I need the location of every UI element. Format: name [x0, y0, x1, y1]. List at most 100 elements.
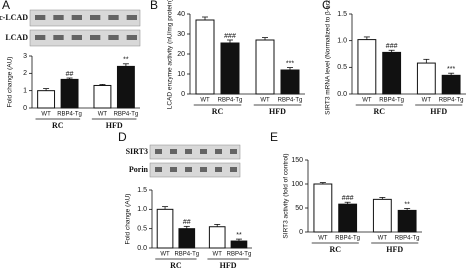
- significance-label: **: [123, 57, 129, 64]
- bar: [230, 240, 248, 249]
- bar: [93, 84, 112, 109]
- panel-label: E: [270, 130, 278, 144]
- bar: [372, 198, 392, 233]
- significance-label: ###: [386, 43, 398, 50]
- blot-spot: [230, 167, 237, 172]
- blot-label: SIRT3: [126, 147, 148, 156]
- x-tick-label: WT: [200, 98, 210, 104]
- significance-label: ***: [286, 60, 294, 67]
- blot-spot: [71, 35, 82, 40]
- bar: [195, 19, 215, 95]
- bar: [338, 203, 358, 233]
- x-tick-label: RBP4-Tg: [174, 252, 199, 258]
- y-tick-label: 1.5: [337, 11, 347, 18]
- y-tick-label: 1.0: [137, 206, 147, 213]
- blot-spot: [35, 15, 46, 20]
- group-label: HFD: [386, 245, 403, 254]
- bar: [220, 42, 240, 95]
- y-tick-label: 0.5: [137, 226, 147, 233]
- y-axis-title: LCAD enzyme activity (nU/mg protein): [167, 0, 174, 109]
- group-label: RC: [212, 107, 224, 116]
- significance-label: ##: [183, 219, 191, 226]
- blot-spot: [185, 167, 192, 172]
- bar: [255, 39, 275, 95]
- panel-label: D: [118, 130, 127, 144]
- y-tick-label: 10: [177, 71, 185, 78]
- blot-band: [149, 144, 241, 160]
- blot-spot: [155, 149, 162, 154]
- y-tick-label: 20: [177, 51, 185, 58]
- bar: [397, 209, 417, 233]
- x-tick-label: RBP4-Tg: [227, 252, 252, 258]
- x-tick-label: RBP4-Tg: [335, 236, 360, 242]
- blot-spot: [230, 149, 237, 154]
- significance-label: **: [236, 232, 242, 239]
- blot-spot: [53, 15, 64, 20]
- y-tick-label: 0: [23, 105, 27, 112]
- group-label: RC: [329, 245, 341, 254]
- bar: [60, 78, 79, 109]
- y-tick-label: 3: [23, 53, 27, 60]
- x-tick-label: WT: [318, 236, 328, 242]
- group-label: HFD: [430, 107, 447, 116]
- bar: [37, 90, 56, 109]
- x-tick-label: RBP4-Tg: [395, 236, 420, 242]
- group-label: HFD: [269, 107, 286, 116]
- x-tick-label: WT: [260, 98, 270, 104]
- blot-label: ac-LCAD: [0, 13, 28, 22]
- bar: [116, 65, 135, 109]
- x-tick-label: RBP4-Tg: [278, 98, 303, 104]
- y-tick-label: 0.5: [337, 64, 347, 71]
- bar: [280, 69, 300, 95]
- y-tick-label: 40: [177, 11, 185, 18]
- blot-band: [29, 29, 141, 47]
- x-tick-label: RBP4-Tg: [379, 98, 404, 104]
- significance-label: ***: [447, 66, 455, 73]
- group-label: HFD: [106, 121, 123, 130]
- blot-spot: [200, 167, 207, 172]
- blot-label: Porin: [129, 165, 149, 174]
- bar: [441, 74, 461, 95]
- blot-spot: [90, 35, 101, 40]
- panel-label: C: [322, 0, 331, 12]
- blot-spot: [90, 15, 101, 20]
- x-tick-label: WT: [378, 236, 388, 242]
- bar: [156, 208, 174, 249]
- blot-band: [29, 9, 141, 27]
- y-tick-label: 30: [177, 31, 185, 38]
- x-tick-label: RBP4-Tg: [439, 98, 464, 104]
- y-tick-label: 0.0: [137, 245, 147, 252]
- y-tick-label: 1: [23, 88, 27, 95]
- blot-spot: [126, 35, 137, 40]
- group-label: RC: [373, 107, 385, 116]
- blot-spot: [108, 15, 119, 20]
- bar: [357, 39, 377, 95]
- blot-spot: [200, 149, 207, 154]
- y-tick-label: 0: [299, 229, 303, 236]
- blot-spot: [170, 167, 177, 172]
- blot-spot: [185, 149, 192, 154]
- group-label: HFD: [220, 261, 237, 270]
- bar: [313, 183, 333, 233]
- blot-spot: [215, 167, 222, 172]
- panel-label: B: [150, 0, 158, 12]
- bar: [382, 51, 402, 95]
- y-tick-label: 1.5: [137, 187, 147, 194]
- x-tick-label: RBP4-Tg: [57, 112, 82, 118]
- y-tick-label: 0.0: [337, 91, 347, 98]
- blot-spot: [126, 15, 137, 20]
- x-tick-label: WT: [41, 112, 51, 118]
- group-label: RC: [170, 261, 182, 270]
- y-axis-title: Fold change (AU): [7, 57, 14, 108]
- y-tick-label: 50: [295, 205, 303, 212]
- x-tick-label: RBP4-Tg: [218, 98, 243, 104]
- y-tick-label: 0: [181, 91, 185, 98]
- blot-spot: [155, 167, 162, 172]
- y-tick-label: 100: [291, 181, 303, 188]
- panel-label: A: [2, 0, 10, 12]
- bar: [208, 226, 226, 249]
- y-axis-title: SIRT3 mRNA level (Normalized to β-actin): [325, 0, 332, 115]
- blot-spot: [35, 35, 46, 40]
- x-tick-label: WT: [422, 98, 432, 104]
